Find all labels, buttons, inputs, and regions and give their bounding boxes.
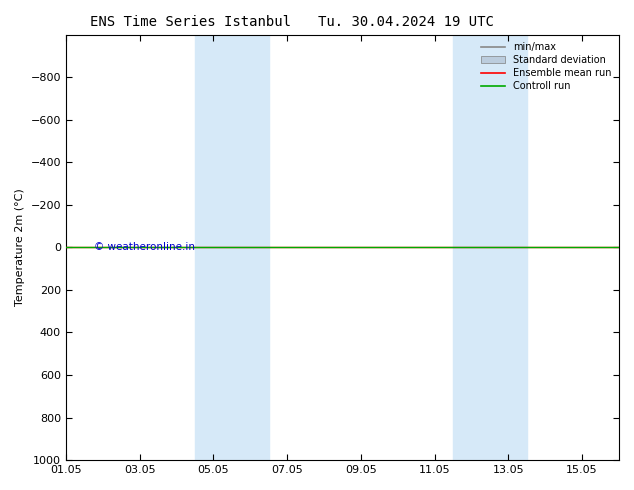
Text: © weatheronline.in: © weatheronline.in (94, 243, 195, 252)
Text: Tu. 30.04.2024 19 UTC: Tu. 30.04.2024 19 UTC (318, 15, 494, 29)
Y-axis label: Temperature 2m (°C): Temperature 2m (°C) (15, 189, 25, 306)
Legend: min/max, Standard deviation, Ensemble mean run, Controll run: min/max, Standard deviation, Ensemble me… (478, 40, 614, 94)
Bar (453, 35, 527, 460)
Bar (195, 35, 269, 460)
Text: ENS Time Series Istanbul: ENS Time Series Istanbul (89, 15, 291, 29)
